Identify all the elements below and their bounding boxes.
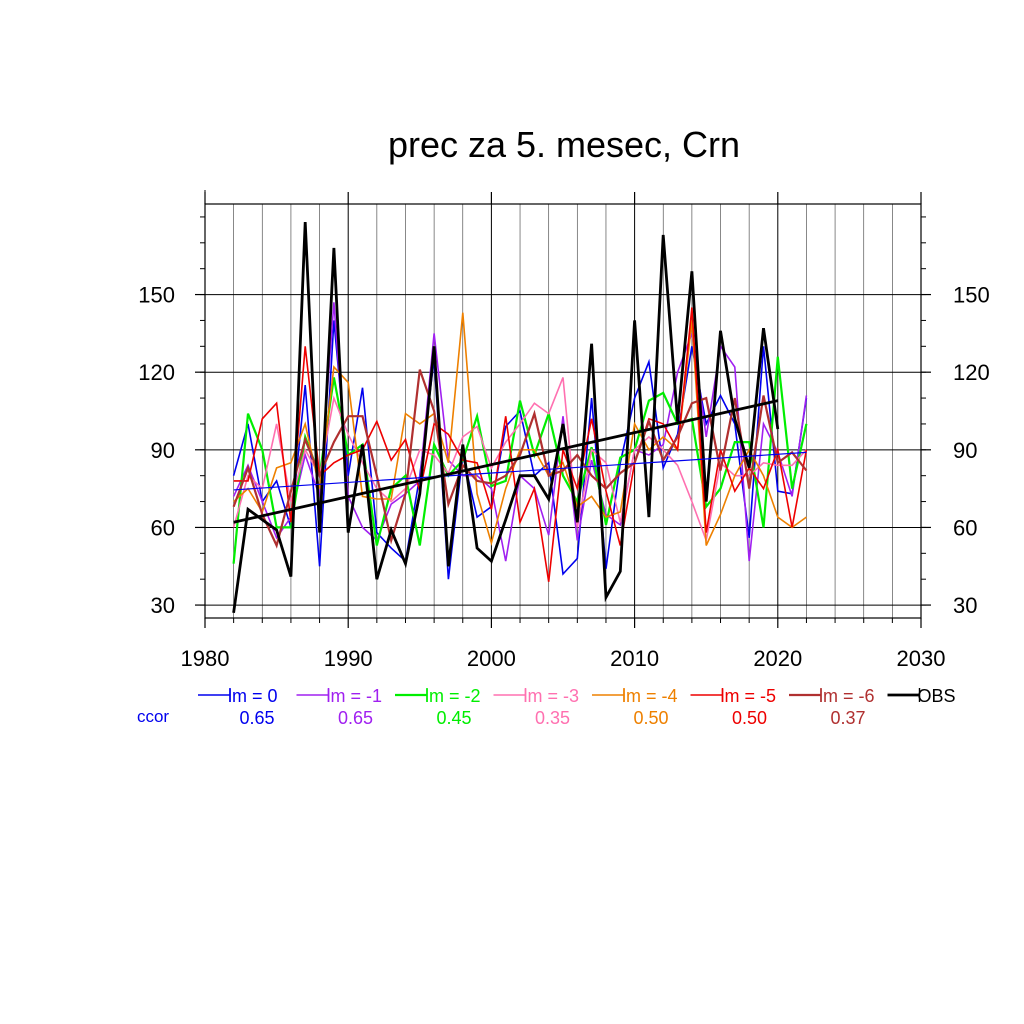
x-tick-label: 2020 <box>753 646 802 671</box>
legend-label-lm-0: lm = 0 <box>228 686 278 706</box>
ccor-value-lm-3: 0.35 <box>535 708 570 728</box>
ccor-label: ccor <box>137 707 169 726</box>
plot-frame <box>204 203 922 619</box>
y-tick-label-right: 60 <box>953 515 977 540</box>
series-line-lm-3 <box>232 377 807 544</box>
y-tick-label-left: 30 <box>151 593 175 618</box>
legend-label-obs: OBS <box>918 686 956 706</box>
legend-label-lm-3: lm = -3 <box>524 686 580 706</box>
trend-line-obs <box>233 399 779 524</box>
series-group <box>232 222 808 613</box>
y-tick-label-right: 90 <box>953 438 977 463</box>
y-tick-label-right: 30 <box>953 593 977 618</box>
trend-line-lm-0 <box>233 451 807 491</box>
legend-label-lm-4: lm = -4 <box>622 686 678 706</box>
x-tick-label: 1990 <box>324 646 373 671</box>
x-tick-label: 1980 <box>181 646 230 671</box>
series-line-lm-6 <box>232 369 808 549</box>
y-tick-label-right: 120 <box>953 360 990 385</box>
ccor-value-lm-4: 0.50 <box>633 708 668 728</box>
legend-label-lm-6: lm = -6 <box>819 686 875 706</box>
ccor-value-lm-1: 0.65 <box>338 708 373 728</box>
y-tick-label-left: 60 <box>151 515 175 540</box>
legend-label-lm-1: lm = -1 <box>327 686 383 706</box>
legend-label-lm-2: lm = -2 <box>425 686 481 706</box>
chart-title: prec za 5. mesec, Crn <box>388 124 740 165</box>
ccor-value-lm-6: 0.37 <box>830 708 865 728</box>
axes: 1980 1990 2000 2010 2020 2030 30 30 60 60 90 90 120 1… <box>138 190 990 671</box>
ccor-value-lm-2: 0.45 <box>436 708 471 728</box>
grid <box>205 204 921 618</box>
x-tick-label: 2030 <box>897 646 946 671</box>
series-line-obs <box>232 222 780 613</box>
x-tick-label: 2000 <box>467 646 516 671</box>
ccor-value-lm-0: 0.65 <box>239 708 274 728</box>
y-tick-label-left: 120 <box>138 360 175 385</box>
y-tick-label-left: 150 <box>138 283 175 308</box>
series-line-lm-4 <box>233 312 807 546</box>
legend-label-lm-5: lm = -5 <box>721 686 777 706</box>
y-tick-label-right: 150 <box>953 283 990 308</box>
x-tick-label: 2010 <box>610 646 659 671</box>
ccor-value-lm-5: 0.50 <box>732 708 767 728</box>
series-line-lm-5 <box>233 307 808 582</box>
y-tick-label-left: 90 <box>151 438 175 463</box>
trend-lines <box>233 399 807 524</box>
